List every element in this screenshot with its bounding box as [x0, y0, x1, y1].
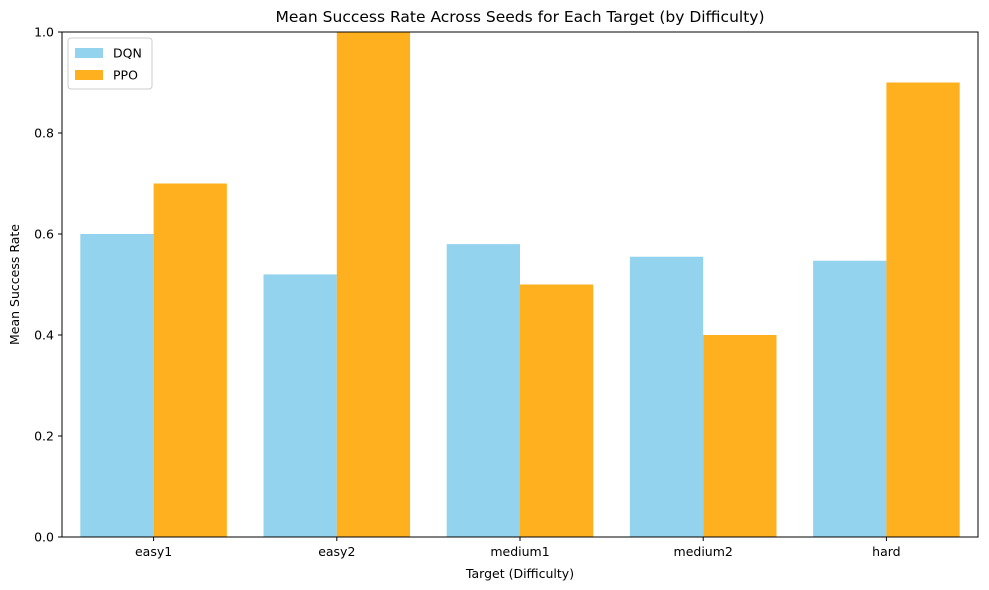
bar-dqn-hard: [813, 260, 887, 537]
y-tick-label: 1.0: [34, 25, 54, 40]
x-tick-label: easy2: [318, 544, 355, 559]
x-axis: easy1 easy2 medium1 medium2 hard: [135, 537, 901, 559]
bar-dqn-easy1: [80, 234, 154, 537]
y-axis: 0.0 0.2 0.4 0.6 0.8 1.0: [34, 25, 62, 545]
bar-ppo-medium1: [520, 284, 594, 537]
legend-label-ppo: PPO: [113, 68, 138, 83]
y-tick-label: 0.6: [34, 227, 54, 242]
x-tick-label: easy1: [135, 544, 172, 559]
y-axis-label: Mean Success Rate: [7, 224, 22, 345]
y-tick-label: 0.4: [34, 328, 54, 343]
chart-title: Mean Success Rate Across Seeds for Each …: [276, 8, 765, 26]
x-tick-label: medium1: [490, 544, 549, 559]
bar-ppo-easy1: [153, 183, 227, 537]
legend-swatch-ppo: [75, 70, 103, 80]
y-tick-label: 0.8: [34, 126, 54, 141]
x-axis-label: Target (Difficulty): [465, 566, 574, 581]
bar-dqn-medium1: [446, 244, 520, 537]
bar-dqn-medium2: [629, 256, 704, 537]
bar-dqn-easy2: [263, 274, 337, 537]
bars-group: [80, 32, 960, 537]
bar-ppo-hard: [886, 82, 960, 537]
x-tick-label: hard: [872, 544, 900, 559]
bar-ppo-easy2: [336, 32, 411, 537]
y-tick-label: 0.2: [34, 429, 54, 444]
legend: DQN PPO: [67, 37, 153, 90]
bar-ppo-medium2: [703, 335, 777, 537]
legend-label-dqn: DQN: [113, 46, 142, 61]
legend-swatch-dqn: [75, 48, 103, 58]
x-tick-label: medium2: [674, 544, 733, 559]
y-tick-label: 0.0: [34, 530, 54, 545]
